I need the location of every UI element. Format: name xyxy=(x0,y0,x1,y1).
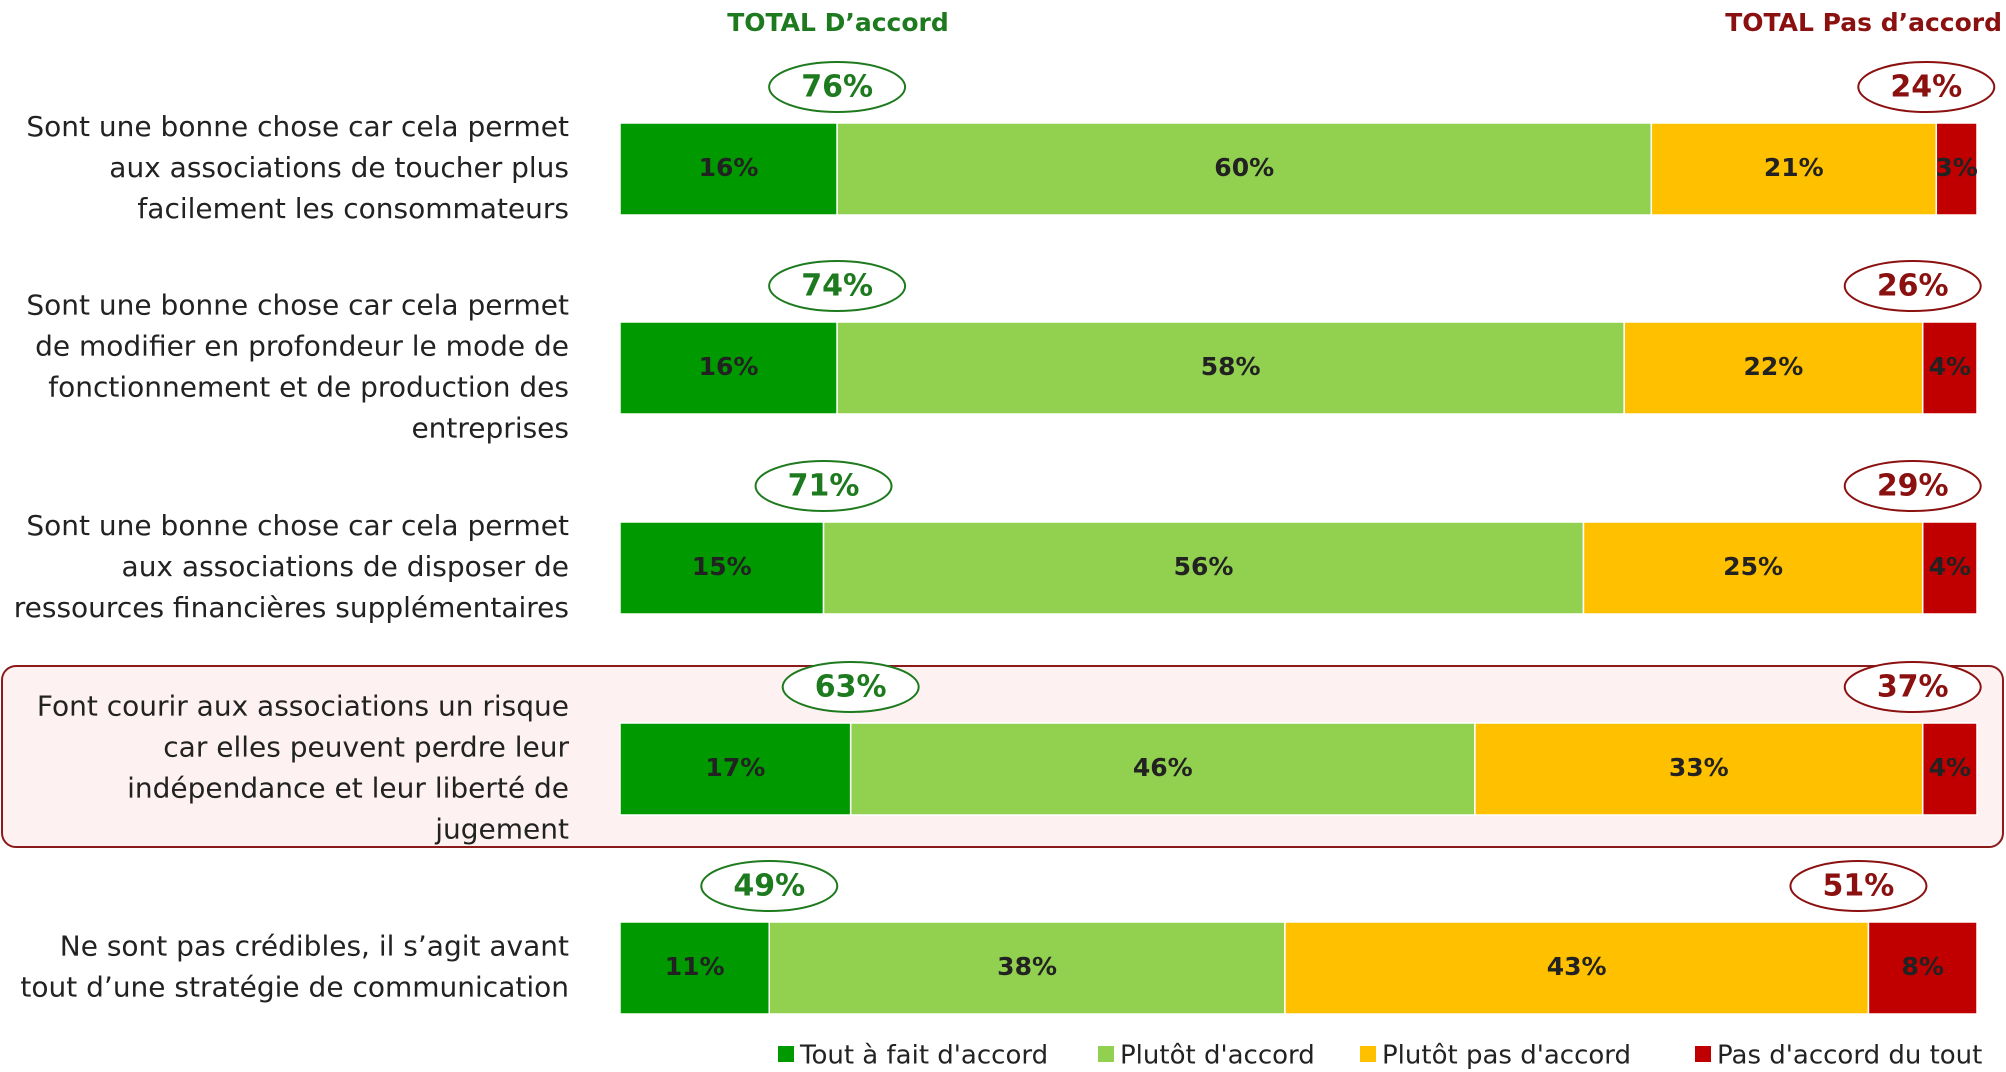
total-agree-label: 74% xyxy=(801,269,873,304)
legend-label: Plutôt d'accord xyxy=(1120,1041,1315,1071)
data-label: 17% xyxy=(705,753,765,782)
bar-segment xyxy=(849,722,1476,816)
total-disagree-label: 37% xyxy=(1877,670,1949,705)
total-agree-bubble xyxy=(781,661,920,713)
category-label: indépendance et leur liberté de xyxy=(127,772,569,805)
category-label: Ne sont pas crédibles, il s’agit avant xyxy=(60,930,569,963)
bar-segment xyxy=(1623,321,1924,415)
bar-segment xyxy=(1921,521,1978,615)
legend-label: Tout à fait d'accord xyxy=(799,1041,1048,1071)
category-label: de modifier en profondeur le mode de xyxy=(35,330,569,363)
disagree-header: TOTAL Pas d’accord xyxy=(1725,8,2002,37)
legend-swatch xyxy=(778,1046,794,1062)
bar-segment xyxy=(619,321,838,415)
data-label: 16% xyxy=(699,153,759,182)
category-label: aux associations de toucher plus xyxy=(109,151,569,184)
bar-segment xyxy=(822,521,1585,615)
category-label: Sont une bonne chose car cela permet xyxy=(26,509,569,542)
data-label: 4% xyxy=(1929,753,1971,782)
total-disagree-bubble xyxy=(1789,860,1928,912)
category-label: Font courir aux associations un risque xyxy=(37,690,569,723)
data-label: 46% xyxy=(1133,753,1193,782)
bar-segment xyxy=(768,921,1286,1015)
bar-segment xyxy=(1650,122,1938,216)
category-label: Sont une bonne chose car cela permet xyxy=(26,289,569,322)
total-agree-bubble xyxy=(768,61,907,113)
total-disagree-label: 29% xyxy=(1877,469,1949,504)
data-label: 21% xyxy=(1764,153,1824,182)
total-agree-bubble xyxy=(754,460,893,512)
data-label: 8% xyxy=(1901,952,1943,981)
bar-segment xyxy=(1935,122,1978,216)
data-label: 15% xyxy=(692,552,752,581)
total-agree-label: 49% xyxy=(733,869,805,904)
category-label: car elles peuvent perdre leur xyxy=(163,731,569,764)
data-label: 4% xyxy=(1929,552,1971,581)
category-label: entreprises xyxy=(411,412,569,445)
bar-segment xyxy=(1921,722,1978,816)
data-label: 43% xyxy=(1547,952,1607,981)
category-label: ressources financières supplémentaires xyxy=(14,591,569,624)
legend-label: Pas d'accord du tout xyxy=(1717,1041,1982,1071)
legend-label: Plutôt pas d'accord xyxy=(1382,1041,1631,1071)
agree-header: TOTAL D’accord xyxy=(727,8,949,37)
data-label: 58% xyxy=(1201,352,1261,381)
data-label: 3% xyxy=(1935,153,1977,182)
data-label: 60% xyxy=(1214,153,1274,182)
bar-segment xyxy=(1474,722,1924,816)
total-disagree-bubble xyxy=(1857,61,1996,113)
category-label: aux associations de disposer de xyxy=(122,550,569,583)
data-label: 25% xyxy=(1723,552,1783,581)
total-agree-label: 63% xyxy=(815,670,887,705)
data-label: 22% xyxy=(1744,352,1804,381)
category-label: fonctionnement et de production des xyxy=(48,371,569,404)
bar-segment xyxy=(619,921,771,1015)
bar-segment xyxy=(1921,321,1978,415)
total-disagree-label: 51% xyxy=(1823,869,1895,904)
data-label: 11% xyxy=(665,952,725,981)
bar-segment xyxy=(619,122,838,216)
total-disagree-bubble xyxy=(1843,460,1982,512)
total-agree-bubble xyxy=(700,860,839,912)
data-label: 56% xyxy=(1174,552,1234,581)
bar-segment xyxy=(1867,921,1978,1015)
total-disagree-label: 26% xyxy=(1877,269,1949,304)
data-label: 38% xyxy=(997,952,1057,981)
category-label: Sont une bonne chose car cela permet xyxy=(26,110,569,143)
category-label: jugement xyxy=(434,813,569,846)
total-agree-label: 76% xyxy=(801,70,873,105)
category-label: facilement les consommateurs xyxy=(137,192,569,225)
total-agree-label: 71% xyxy=(788,469,860,504)
data-label: 33% xyxy=(1669,753,1729,782)
bar-segment xyxy=(836,321,1625,415)
legend-swatch xyxy=(1098,1046,1114,1062)
total-disagree-bubble xyxy=(1843,661,1982,713)
data-label: 16% xyxy=(699,352,759,381)
legend-swatch xyxy=(1695,1046,1711,1062)
bar-segment xyxy=(619,722,852,816)
category-label: tout d’une stratégie de communication xyxy=(20,971,569,1004)
total-disagree-bubble xyxy=(1843,260,1982,312)
bar-segment xyxy=(1582,521,1924,615)
total-agree-bubble xyxy=(768,260,907,312)
legend-swatch xyxy=(1360,1046,1376,1062)
total-disagree-label: 24% xyxy=(1890,70,1962,105)
bar-segment xyxy=(619,521,825,615)
bar-segment xyxy=(836,122,1653,216)
data-label: 4% xyxy=(1929,352,1971,381)
bar-segment xyxy=(1284,921,1870,1015)
